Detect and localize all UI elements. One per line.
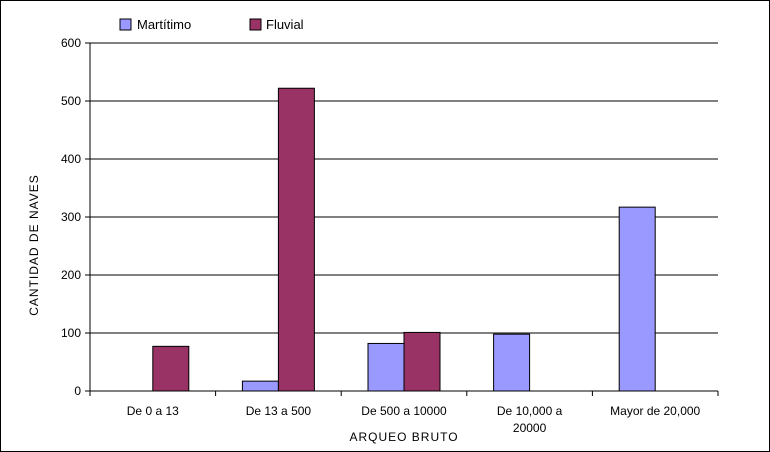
- x-tick-label: De 13 a 500: [246, 404, 312, 418]
- bars: [152, 87, 656, 392]
- legend-swatch-fluvial: [249, 18, 262, 31]
- gridlines: [90, 42, 718, 334]
- y-tick-label: 200: [61, 268, 81, 282]
- y-tick-label: 100: [61, 326, 81, 340]
- bar-fluvial: [403, 331, 441, 392]
- x-tick-label: De 0 a 13: [127, 404, 179, 418]
- bar-fluvial: [277, 87, 315, 392]
- x-axis-title: ARQUEO BRUTO: [349, 430, 458, 444]
- axes: [85, 42, 719, 396]
- bar-maritimo: [241, 380, 279, 392]
- legend: Martítimo Fluvial: [119, 17, 304, 32]
- bar-maritimo: [493, 333, 531, 392]
- x-tick-labels: De 0 a 13 De 13 a 500 De 500 a 10000 De 10,…: [127, 404, 701, 435]
- x-tick-label: De 500 a 10000: [361, 404, 447, 418]
- y-tick-labels: 0 100 200 300 400 500 600: [61, 36, 81, 398]
- legend-label-fluvial: Fluvial: [266, 17, 304, 32]
- legend-label-maritimo: Martítimo: [137, 17, 191, 32]
- y-tick-label: 400: [61, 152, 81, 166]
- y-tick-label: 500: [61, 94, 81, 108]
- y-tick-label: 300: [61, 210, 81, 224]
- legend-swatch-maritimo: [119, 18, 132, 31]
- y-tick-label: 600: [61, 36, 81, 50]
- y-axis-title: CANTIDAD DE NAVES: [27, 174, 41, 315]
- y-tick-label: 0: [74, 384, 81, 398]
- x-tick-label: Mayor de 20,000: [610, 404, 700, 418]
- bar-maritimo: [618, 206, 656, 392]
- x-tick-label: De 10,000 a 20000: [497, 404, 563, 435]
- bar-fluvial: [152, 345, 190, 392]
- bar-maritimo: [367, 342, 405, 392]
